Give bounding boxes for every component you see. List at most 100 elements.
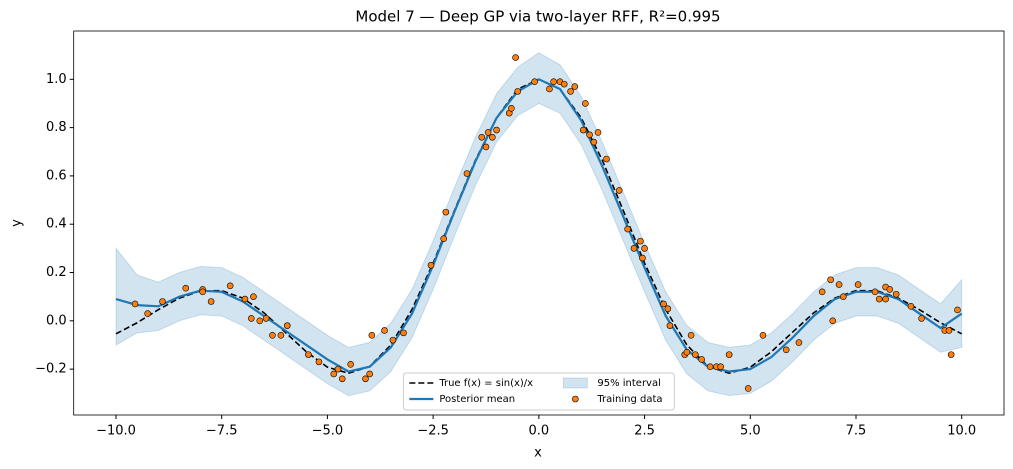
- training-point: [277, 332, 285, 339]
- training-point: [945, 327, 953, 334]
- x-tick-label: 5.0: [740, 424, 761, 439]
- training-point: [590, 138, 598, 146]
- training-point: [484, 129, 492, 136]
- training-point: [795, 339, 803, 346]
- training-point: [840, 293, 847, 300]
- legend-label: 95% interval: [597, 378, 661, 389]
- y-tick-label: 0.4: [46, 217, 67, 232]
- training-point: [630, 245, 638, 252]
- training-point: [641, 245, 648, 252]
- legend-label: Training data: [596, 394, 662, 405]
- training-point: [567, 88, 574, 95]
- series-line: [115, 78, 963, 373]
- training-point: [954, 306, 961, 314]
- training-point: [827, 276, 834, 284]
- training-point: [315, 358, 323, 366]
- training-point: [400, 329, 407, 337]
- training-point: [782, 346, 790, 354]
- training-point: [508, 104, 515, 112]
- training-point: [759, 332, 767, 339]
- training-point: [687, 332, 695, 339]
- training-point: [725, 351, 733, 358]
- training-point: [262, 315, 270, 322]
- training-point: [835, 281, 843, 288]
- legend-swatch: [572, 395, 579, 403]
- training-point: [918, 315, 925, 322]
- legend-label: True f(x) = sin(x)/x: [438, 378, 533, 389]
- training-point: [362, 375, 369, 383]
- x-tick-label: 7.5: [846, 424, 867, 439]
- training-point: [550, 78, 557, 86]
- legend-label: Posterior mean: [439, 394, 515, 405]
- x-tick-label: 0.0: [529, 424, 550, 439]
- y-tick-label: −0.2: [35, 362, 67, 377]
- training-point: [427, 261, 435, 269]
- y-axis-label: y: [10, 219, 25, 227]
- training-point: [586, 131, 593, 139]
- training-point: [603, 155, 610, 163]
- x-tick-label: −7.5: [206, 424, 238, 439]
- training-point: [283, 322, 291, 329]
- training-point: [854, 281, 862, 288]
- training-point: [706, 363, 714, 370]
- training-point: [334, 365, 342, 373]
- training-point: [875, 295, 883, 303]
- training-point: [582, 100, 589, 107]
- legend-box: [402, 372, 675, 411]
- training-point: [615, 187, 623, 194]
- training-point: [493, 126, 500, 134]
- training-point: [660, 300, 667, 308]
- interval-band: [115, 52, 963, 397]
- training-point: [440, 235, 448, 242]
- training-point: [463, 170, 471, 177]
- training-point: [882, 295, 889, 303]
- training-point: [478, 133, 486, 141]
- training-point: [892, 290, 900, 298]
- training-point: [144, 310, 152, 317]
- training-point: [381, 327, 388, 334]
- training-point: [698, 356, 705, 363]
- training-point: [546, 85, 553, 93]
- y-tick-label: 0.6: [46, 168, 67, 183]
- training-point: [531, 78, 538, 86]
- x-axis-label: x: [534, 446, 542, 461]
- training-point: [818, 288, 826, 296]
- legend-swatch: [562, 377, 588, 389]
- training-point: [442, 208, 450, 216]
- y-tick-label: 0.0: [46, 313, 67, 328]
- training-point: [624, 225, 631, 233]
- training-point: [637, 237, 644, 245]
- x-tick-label: −2.5: [417, 424, 449, 439]
- x-tick-label: 2.5: [634, 424, 655, 439]
- training-point: [269, 332, 276, 339]
- x-tick-label: −10.0: [96, 424, 136, 439]
- training-point: [514, 88, 522, 95]
- training-point: [389, 336, 397, 344]
- x-tick-label: −5.0: [312, 424, 344, 439]
- training-point: [207, 298, 215, 305]
- training-point: [560, 80, 568, 88]
- training-point: [639, 254, 646, 262]
- training-point: [886, 286, 894, 293]
- training-point: [579, 126, 587, 134]
- training-point: [248, 315, 255, 322]
- training-point: [338, 375, 346, 383]
- training-point: [683, 348, 691, 356]
- training-point: [871, 288, 879, 296]
- training-point: [368, 332, 376, 339]
- training-point: [594, 129, 602, 136]
- training-point: [717, 363, 724, 370]
- y-tick-label: 0.2: [46, 265, 67, 280]
- training-point: [489, 133, 496, 141]
- y-tick-label: 1.0: [46, 72, 67, 87]
- y-tick-label: 0.8: [46, 120, 67, 135]
- chart-title: Model 7 — Deep GP via two-layer RFF, R²=…: [355, 8, 720, 26]
- training-point: [482, 143, 490, 151]
- training-point: [571, 83, 579, 90]
- training-point: [256, 317, 264, 325]
- training-point: [182, 284, 190, 292]
- training-point: [305, 351, 312, 358]
- training-point: [241, 295, 249, 303]
- training-point: [199, 288, 206, 296]
- training-point: [692, 351, 699, 358]
